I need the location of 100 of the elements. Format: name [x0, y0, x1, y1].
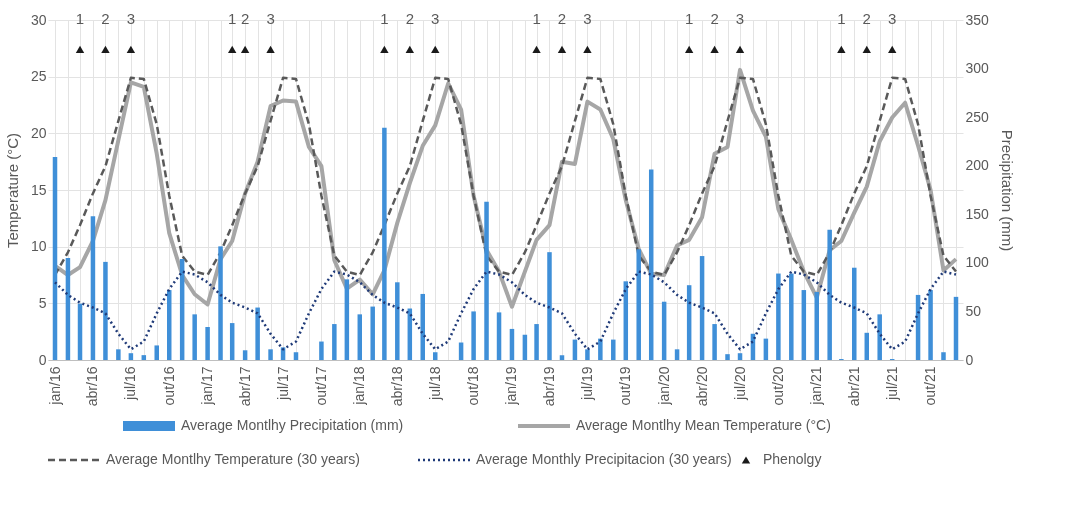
x-tick-label: jul/19	[578, 366, 595, 401]
bar	[737, 353, 743, 360]
y-tick-label: 5	[38, 294, 47, 311]
bar	[534, 324, 539, 360]
bar	[255, 307, 260, 360]
bar	[242, 350, 248, 360]
x-tick-label: out/17	[312, 366, 329, 406]
x-tick-label: abr/18	[388, 366, 405, 407]
bar	[218, 246, 223, 360]
bar	[611, 339, 616, 360]
y-tick-label: 15	[30, 181, 47, 198]
bar	[877, 314, 882, 360]
annotation: 1	[837, 10, 846, 28]
annotation: 3	[888, 10, 897, 28]
bar	[433, 352, 438, 360]
x-tick-label: out/16	[160, 366, 177, 406]
bar	[496, 312, 502, 360]
bar	[484, 201, 489, 360]
y-tick-label: 0	[38, 351, 47, 368]
bar	[776, 273, 781, 360]
bar	[268, 349, 273, 360]
annotation: 1	[228, 10, 237, 28]
y2-tick-label: 350	[965, 11, 990, 28]
annotation: 2	[862, 10, 871, 28]
x-tick-label: abr/20	[693, 366, 710, 407]
bar	[928, 290, 933, 360]
bar	[674, 349, 680, 360]
bar	[128, 353, 134, 360]
legend-label: Average Montlhy Precipitation (mm)	[181, 417, 404, 433]
annotation: 3	[431, 10, 440, 28]
bar	[852, 267, 857, 360]
y2-tick-label: 150	[965, 205, 990, 222]
y-tick-label: 20	[30, 124, 47, 141]
bar	[357, 314, 363, 360]
bar	[332, 324, 337, 360]
bar	[941, 352, 946, 360]
bar	[205, 326, 210, 360]
annotation: 2	[710, 10, 719, 28]
y2-tick-label: 100	[965, 254, 990, 271]
bar	[420, 293, 425, 360]
bar	[293, 352, 299, 360]
annotation: 3	[735, 10, 745, 28]
y2-axis-title: Precipitation (mm)	[998, 129, 1016, 252]
bar	[547, 252, 552, 360]
bar	[382, 127, 387, 360]
x-tick-label: jan/18	[351, 366, 368, 406]
legend-label: Average Monthly Precipitacion (30 years)	[476, 451, 732, 467]
y-tick-label: 30	[30, 11, 47, 28]
bar	[789, 273, 794, 360]
bar	[395, 282, 400, 360]
x-tick-label: abr/17	[236, 366, 253, 407]
x-tick-label: out/19	[617, 366, 634, 406]
annotation: 2	[405, 10, 414, 28]
y-tick-label: 25	[30, 68, 47, 85]
bar	[154, 345, 159, 360]
bar	[116, 349, 121, 360]
y2-tick-label: 300	[965, 60, 990, 77]
bar	[559, 355, 565, 360]
x-tick-label: out/20	[769, 366, 786, 406]
bar	[471, 311, 476, 360]
x-tick-label: out/18	[465, 366, 482, 406]
annotation: 2	[240, 10, 250, 28]
bar	[103, 261, 108, 360]
bar	[636, 249, 641, 360]
bar	[712, 324, 717, 360]
bar	[141, 355, 147, 360]
y2-tick-label: 50	[965, 302, 982, 319]
bar	[725, 354, 730, 360]
legend-label: Average Montlhy Temperature (30 years)	[106, 451, 360, 467]
y2-tick-label: 250	[965, 108, 990, 125]
x-tick-label: jan/20	[655, 366, 672, 406]
x-tick-label: jul/20	[731, 366, 748, 401]
annotation: 3	[126, 10, 136, 28]
bar	[814, 292, 819, 360]
x-tick-label: jul/16	[122, 366, 139, 401]
x-tick-label: jan/16	[46, 366, 63, 406]
bar	[585, 349, 590, 360]
bar	[370, 306, 375, 360]
bar	[192, 314, 197, 360]
annotation: 1	[75, 10, 85, 28]
annotation: 1	[532, 10, 541, 28]
x-tick-label: abr/19	[540, 366, 557, 407]
annotation: 3	[266, 10, 275, 28]
annotation: 1	[684, 10, 694, 28]
annotation: 2	[101, 10, 110, 28]
x-tick-label: jan/17	[199, 366, 216, 406]
annotation: 2	[557, 10, 567, 28]
bar	[319, 341, 324, 360]
x-tick-label: jan/19	[503, 366, 520, 406]
x-tick-label: jul/18	[426, 366, 443, 401]
legend-label: Phenolgy	[763, 451, 822, 467]
x-tick-label: jul/17	[274, 366, 291, 401]
y-tick-label: 10	[30, 238, 47, 255]
annotation: 3	[583, 10, 592, 28]
x-tick-label: abr/16	[84, 366, 101, 407]
x-tick-label: jan/21	[808, 366, 825, 406]
y-axis-title: Temperature (°C)	[3, 132, 21, 249]
bar	[598, 338, 603, 360]
x-tick-label: out/21	[922, 366, 939, 406]
y2-tick-label: 0	[965, 351, 974, 368]
